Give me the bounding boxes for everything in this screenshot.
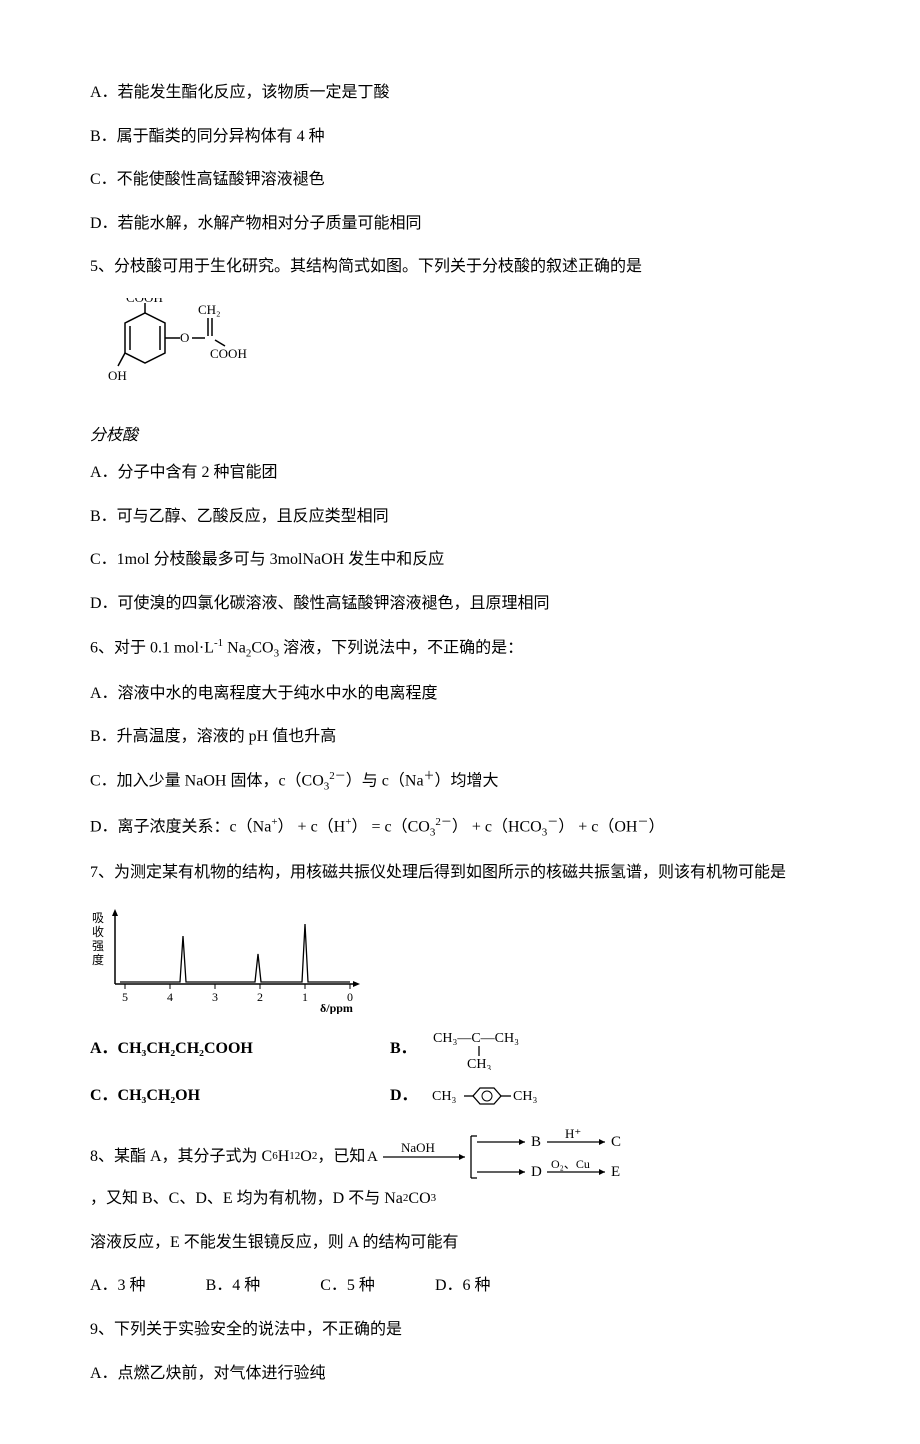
- q6-d-p5: ） + c（OH: [558, 818, 637, 835]
- svg-text:δ/ppm: δ/ppm: [320, 1001, 353, 1014]
- svg-text:COOH: COOH: [210, 346, 247, 361]
- svg-text:2: 2: [257, 990, 263, 1004]
- q8-p3: O: [300, 1144, 312, 1170]
- svg-text:4: 4: [167, 990, 173, 1004]
- q6-stem: 6、对于 0.1 mol·L-1 Na2CO3 溶液，下列说法中，不正确的是：: [90, 635, 830, 663]
- svg-text:B: B: [531, 1134, 541, 1150]
- q5-option-b: B．可与乙醇、乙酸反应，且反应类型相同: [90, 504, 830, 530]
- q7-row-cd: C．CH₃CH₂OH D． CH₃ CH₃: [90, 1082, 830, 1110]
- q8-p4: ，已知: [317, 1144, 365, 1170]
- q6-d-sup4: －: [547, 816, 558, 828]
- q8-option-b: B．4 种: [206, 1273, 261, 1299]
- svg-text:度: 度: [92, 952, 104, 967]
- q8-stem-row: 8、某酯 A，其分子式为 C6H12O2，已知 A NaOH B H⁺ C D …: [90, 1128, 830, 1212]
- q6-d-p4: ） + c（HCO: [452, 818, 542, 835]
- q6-stem-p2: Na: [223, 639, 246, 656]
- q8-option-c: C．5 种: [320, 1273, 375, 1299]
- svg-text:CH₃—C—CH₃: CH₃—C—CH₃: [433, 1031, 519, 1046]
- q4-option-c: C．不能使酸性高锰酸钾溶液褪色: [90, 167, 830, 193]
- q6-c-p1: C．加入少量 NaOH 固体，c（CO: [90, 772, 324, 789]
- q4-option-b: B．属于酯类的同分异构体有 4 种: [90, 124, 830, 150]
- q7-option-b-formula: CH₃—C—CH₃ CH₃: [429, 1028, 559, 1070]
- q6-d-p2: ） + c（H: [278, 818, 346, 835]
- q8-options: A．3 种 B．4 种 C．5 种 D．6 种: [90, 1273, 830, 1299]
- q6-sub-3b: 3: [324, 780, 330, 792]
- q6-sup-2m: 2－: [329, 770, 346, 782]
- q6-d-sup5: －: [637, 816, 648, 828]
- q6-c-p3: ）均增大: [435, 772, 499, 789]
- q6-d-sub1: 3: [430, 826, 436, 838]
- q8-p1: 8、某酯 A，其分子式为 C: [90, 1144, 272, 1170]
- q6-d-p3: ） = c（CO: [351, 818, 429, 835]
- svg-text:NaOH: NaOH: [401, 1140, 435, 1155]
- q8-tail1: ，又知 B、C、D、E 均为有机物，D 不与 Na: [90, 1186, 403, 1212]
- svg-text:A: A: [367, 1149, 378, 1165]
- q6-d-p6: ）: [648, 818, 664, 835]
- svg-text:CH₃: CH₃: [432, 1089, 456, 1104]
- q8-line2: 溶液反应，E 不能发生银镜反应，则 A 的结构可能有: [90, 1230, 830, 1256]
- q5-structure-diagram: COOH OH O CH₂ COOH: [90, 298, 830, 417]
- q6-option-b: B．升高温度，溶液的 pH 值也升高: [90, 724, 830, 750]
- svg-text:O: O: [180, 330, 189, 345]
- svg-text:CH₃: CH₃: [467, 1057, 491, 1070]
- q4-option-d: D．若能水解，水解产物相对分子质量可能相同: [90, 211, 830, 237]
- q5-stem: 5、分枝酸可用于生化研究。其结构简式如图。下列关于分枝酸的叙述正确的是: [90, 254, 830, 280]
- q6-option-d: D．离子浓度关系：c（Na+） + c（H+） = c（CO32－） + c（H…: [90, 814, 830, 842]
- svg-text:强: 强: [92, 939, 104, 953]
- q7-stem: 7、为测定某有机物的结构，用核磁共振仪处理后得到如图所示的核磁共振氢谱，则该有机…: [90, 860, 830, 886]
- q4-option-a: A．若能发生酯化反应，该物质一定是丁酸: [90, 80, 830, 106]
- q8-p2: H: [278, 1144, 290, 1170]
- svg-text:CH₂: CH₂: [198, 302, 221, 317]
- q6-d-sup3: 2－: [435, 816, 452, 828]
- q7-option-d-formula: CH₃ CH₃: [430, 1082, 580, 1110]
- svg-text:E: E: [611, 1164, 620, 1180]
- q7-nmr-chart: 吸 收 强 度 5 4 3 2 1 0 δ/ppm: [90, 904, 830, 1023]
- q9-option-a: A．点燃乙炔前，对气体进行验纯: [90, 1361, 830, 1387]
- q7-option-c: C．CH₃CH₂OH: [90, 1083, 390, 1109]
- svg-text:D: D: [531, 1164, 542, 1180]
- q6-stem-p3: CO: [251, 639, 273, 656]
- svg-text:3: 3: [212, 990, 218, 1004]
- q6-option-a: A．溶液中水的电离程度大于纯水中水的电离程度: [90, 681, 830, 707]
- q6-d-p1: D．离子浓度关系：c（Na: [90, 818, 271, 835]
- svg-text:吸: 吸: [92, 911, 104, 925]
- q9-stem: 9、下列关于实验安全的说法中，不正确的是: [90, 1317, 830, 1343]
- svg-text:1: 1: [302, 990, 308, 1004]
- q8-sub-t3: 3: [431, 1190, 437, 1208]
- q5-option-a: A．分子中含有 2 种官能团: [90, 460, 830, 486]
- q5-option-d: D．可使溴的四氯化碳溶液、酸性高锰酸钾溶液褪色，且原理相同: [90, 591, 830, 617]
- svg-text:收: 收: [92, 925, 104, 939]
- q5-diagram-label: 分枝酸: [90, 423, 830, 449]
- q8-reaction-scheme: A NaOH B H⁺ C D O₂、Cu E: [365, 1128, 665, 1186]
- q8-sub12: 12: [289, 1148, 300, 1166]
- q5-option-c: C．1mol 分枝酸最多可与 3molNaOH 发生中和反应: [90, 547, 830, 573]
- q6-sup-neg1: -1: [214, 637, 223, 649]
- svg-text:COOH: COOH: [126, 298, 163, 305]
- svg-text:5: 5: [122, 990, 128, 1004]
- svg-text:H⁺: H⁺: [565, 1128, 581, 1141]
- q8-option-a: A．3 种: [90, 1273, 146, 1299]
- q6-stem-p4: 溶液，下列说法中，不正确的是：: [279, 639, 523, 656]
- q6-c-p2: ）与 c（Na: [346, 772, 424, 789]
- svg-text:OH: OH: [108, 368, 127, 383]
- svg-text:C: C: [611, 1134, 621, 1150]
- q8-option-d: D．6 种: [435, 1273, 491, 1299]
- q7-row-ab: A．CH₃CH₂CH₂COOH B． CH₃—C—CH₃ CH₃: [90, 1028, 830, 1070]
- svg-text:CH₃: CH₃: [513, 1089, 537, 1104]
- q7-option-a: A．CH₃CH₂CH₂COOH: [90, 1036, 390, 1062]
- q6-d-sub2: 3: [542, 826, 548, 838]
- q6-option-c: C．加入少量 NaOH 固体，c（CO32－）与 c（Na＋）均增大: [90, 768, 830, 796]
- q7-option-b-label: B．: [390, 1036, 417, 1062]
- q8-tail2: CO: [408, 1186, 430, 1212]
- q6-stem-p1: 6、对于 0.1 mol·L: [90, 639, 214, 656]
- q7-option-d-label: D．: [390, 1083, 418, 1109]
- svg-text:O₂、Cu: O₂、Cu: [551, 1157, 590, 1171]
- q6-sup-plus: ＋: [424, 770, 435, 782]
